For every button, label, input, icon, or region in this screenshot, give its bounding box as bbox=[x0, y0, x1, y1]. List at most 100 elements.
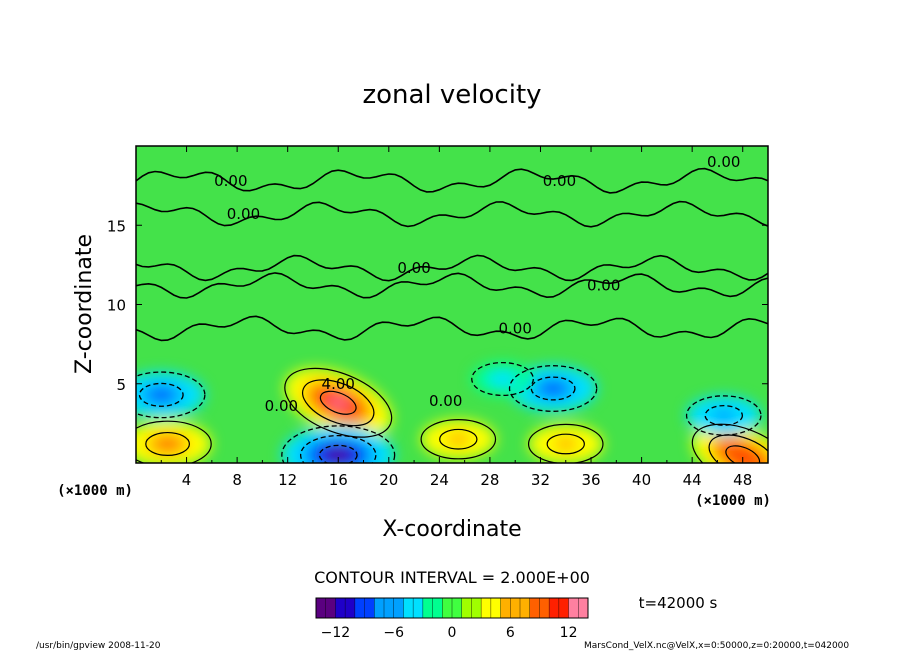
x-tick-label: 4 bbox=[182, 471, 192, 489]
colorbar-cell bbox=[539, 598, 550, 618]
plot-area bbox=[136, 146, 768, 463]
contour-label: 0.00 bbox=[265, 397, 298, 415]
colorbar-tick-label: 12 bbox=[560, 625, 578, 641]
field-patch bbox=[487, 370, 518, 388]
field-extremum bbox=[528, 424, 603, 463]
field-extremum bbox=[284, 368, 392, 438]
positive-contour bbox=[420, 419, 497, 460]
colorbar-cell bbox=[403, 598, 414, 618]
negative-contour bbox=[136, 371, 206, 419]
x-tick-label: 48 bbox=[733, 471, 752, 489]
colorbar-cell bbox=[316, 598, 327, 618]
colorbar-tick-label: 0 bbox=[448, 625, 457, 641]
colorbar-cell bbox=[520, 598, 531, 618]
colorbar-cell bbox=[500, 598, 511, 618]
field-extremum bbox=[686, 395, 761, 436]
contour-line bbox=[136, 272, 768, 299]
colorbar-cell bbox=[345, 598, 356, 618]
field-extremum bbox=[421, 419, 496, 459]
field-patch bbox=[445, 432, 471, 446]
contour-label: 0.00 bbox=[707, 153, 740, 171]
colorbar-cell bbox=[529, 598, 540, 618]
field-patch bbox=[328, 450, 348, 460]
colorbar-cell bbox=[471, 598, 482, 618]
contour-labels: 0.00 0.00 0.00 0.00 0.00 0.00 0.00 0.00 0.00 4.00 bbox=[214, 153, 740, 415]
x-tick-label: 36 bbox=[581, 471, 600, 489]
positive-contour bbox=[691, 423, 768, 463]
x-tick-label: 28 bbox=[480, 471, 499, 489]
contour-label: 0.00 bbox=[543, 172, 576, 190]
contour-label: 0.00 bbox=[429, 392, 462, 410]
colorbar-tick-label: −6 bbox=[383, 625, 404, 641]
contour-label: 0.00 bbox=[397, 259, 430, 277]
x-axis-label: X-coordinate bbox=[382, 517, 521, 542]
x-tick-label: 12 bbox=[278, 471, 297, 489]
colorbar-cell bbox=[325, 598, 336, 618]
y-tick-label: 15 bbox=[107, 217, 126, 235]
positive-contour bbox=[136, 420, 212, 463]
negative-contour bbox=[530, 376, 576, 401]
x-tick-label: 40 bbox=[632, 471, 651, 489]
colorbar-cell bbox=[393, 598, 404, 618]
negative-contour bbox=[685, 395, 762, 436]
x-axis-ticks: 4 8 12 16 20 24 28 32 36 40 44 48 bbox=[160, 146, 752, 489]
positive-contour bbox=[284, 367, 393, 438]
x-tick-label: 24 bbox=[430, 471, 449, 489]
negative-contour bbox=[471, 361, 535, 397]
field-extremum bbox=[136, 372, 205, 418]
positive-contour bbox=[145, 431, 191, 456]
x-tick-label: 8 bbox=[232, 471, 242, 489]
colorbar bbox=[315, 598, 589, 618]
x-tick-label: 16 bbox=[329, 471, 348, 489]
colorbar-frame bbox=[315, 597, 589, 619]
y-unit-label: (×1000 m) bbox=[57, 483, 133, 499]
field-patch bbox=[156, 438, 179, 450]
positive-contour bbox=[302, 379, 375, 427]
contour-line bbox=[136, 200, 768, 228]
contour-label: 0.00 bbox=[214, 172, 247, 190]
contour-label: 0.00 bbox=[227, 205, 260, 223]
contour-label: 4.00 bbox=[322, 375, 355, 393]
y-tick-label: 10 bbox=[107, 297, 126, 315]
contour-label: 0.00 bbox=[498, 319, 531, 337]
x-tick-label: 44 bbox=[683, 471, 702, 489]
colorbar-ticks: −12 −6 0 6 12 bbox=[321, 625, 578, 641]
negative-contour bbox=[704, 405, 744, 426]
positive-contour bbox=[546, 433, 585, 455]
field-patch bbox=[553, 437, 579, 451]
positive-contour bbox=[439, 428, 478, 450]
field-patch bbox=[711, 408, 737, 422]
colorbar-cell bbox=[374, 598, 385, 618]
colorbar-cell bbox=[481, 598, 492, 618]
x-unit-label: (×1000 m) bbox=[695, 493, 771, 509]
x-tick-label: 32 bbox=[531, 471, 550, 489]
colorbar-cell bbox=[364, 598, 375, 618]
negative-contour bbox=[508, 365, 598, 412]
colorbar-cell bbox=[452, 598, 463, 618]
positive-contour bbox=[319, 390, 357, 415]
colorbar-cell bbox=[354, 598, 365, 618]
y-axis-label: Z-coordinate bbox=[72, 234, 97, 374]
chart-title: zonal velocity bbox=[362, 80, 541, 110]
colorbar-cell bbox=[384, 598, 395, 618]
negative-contour bbox=[300, 434, 377, 463]
negative-contour bbox=[318, 444, 358, 463]
colorbar-cell bbox=[549, 598, 560, 618]
colorbar-cell bbox=[432, 598, 443, 618]
footer-left-text: /usr/bin/gpview 2008-11-20 bbox=[36, 641, 161, 651]
colorbar-cell bbox=[461, 598, 472, 618]
contour-interval-text: CONTOUR INTERVAL = 2.000E+00 bbox=[314, 568, 590, 587]
field-patch bbox=[150, 389, 173, 401]
footer-right-text: MarsCond_VelX.nc@VelX,x=0:50000,z=0:2000… bbox=[584, 641, 850, 651]
positive-contour bbox=[725, 445, 761, 463]
colorbar-cell bbox=[568, 598, 579, 618]
colorbar-cell bbox=[558, 598, 569, 618]
negative-contour bbox=[281, 425, 396, 463]
colorbar-cell bbox=[490, 598, 501, 618]
y-axis-ticks: 5 10 15 bbox=[107, 217, 768, 394]
contour-lines bbox=[136, 167, 768, 463]
time-label: t=42000 s bbox=[639, 594, 718, 612]
y-tick-label: 5 bbox=[116, 376, 126, 394]
positive-contour bbox=[708, 434, 768, 463]
